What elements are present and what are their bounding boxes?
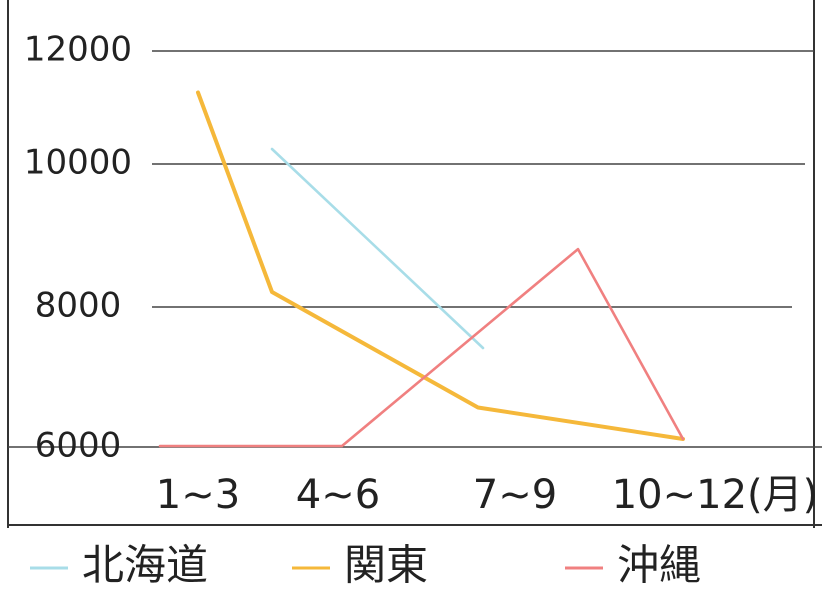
series-lines xyxy=(158,90,685,448)
legend-label: 関東 xyxy=(344,541,428,590)
x-tick-label: 10~12(月) xyxy=(612,472,819,518)
y-tick-label-10000: 10000 xyxy=(24,143,132,183)
legend: 北海道 関東 沖縄 xyxy=(30,541,701,590)
legend-label: 北海道 xyxy=(82,541,208,590)
gridlines xyxy=(8,50,822,448)
x-tick-label: 7~9 xyxy=(473,472,557,518)
x-tick-labels: 1~3 4~6 7~9 10~12(月) xyxy=(156,472,818,518)
legend-label: 沖縄 xyxy=(617,541,701,590)
y-tick-label-8000: 8000 xyxy=(35,286,122,326)
y-tick-labels: 12000 10000 8000 6000 xyxy=(24,30,132,466)
series-line-沖縄 xyxy=(158,247,685,448)
x-tick-label: 4~6 xyxy=(296,472,380,518)
x-tick-label: 1~3 xyxy=(156,472,240,518)
y-tick-label-12000: 12000 xyxy=(24,30,132,70)
series-line-関東 xyxy=(196,90,685,441)
y-tick-label-6000: 6000 xyxy=(35,426,122,466)
series-line-北海道 xyxy=(270,147,485,350)
